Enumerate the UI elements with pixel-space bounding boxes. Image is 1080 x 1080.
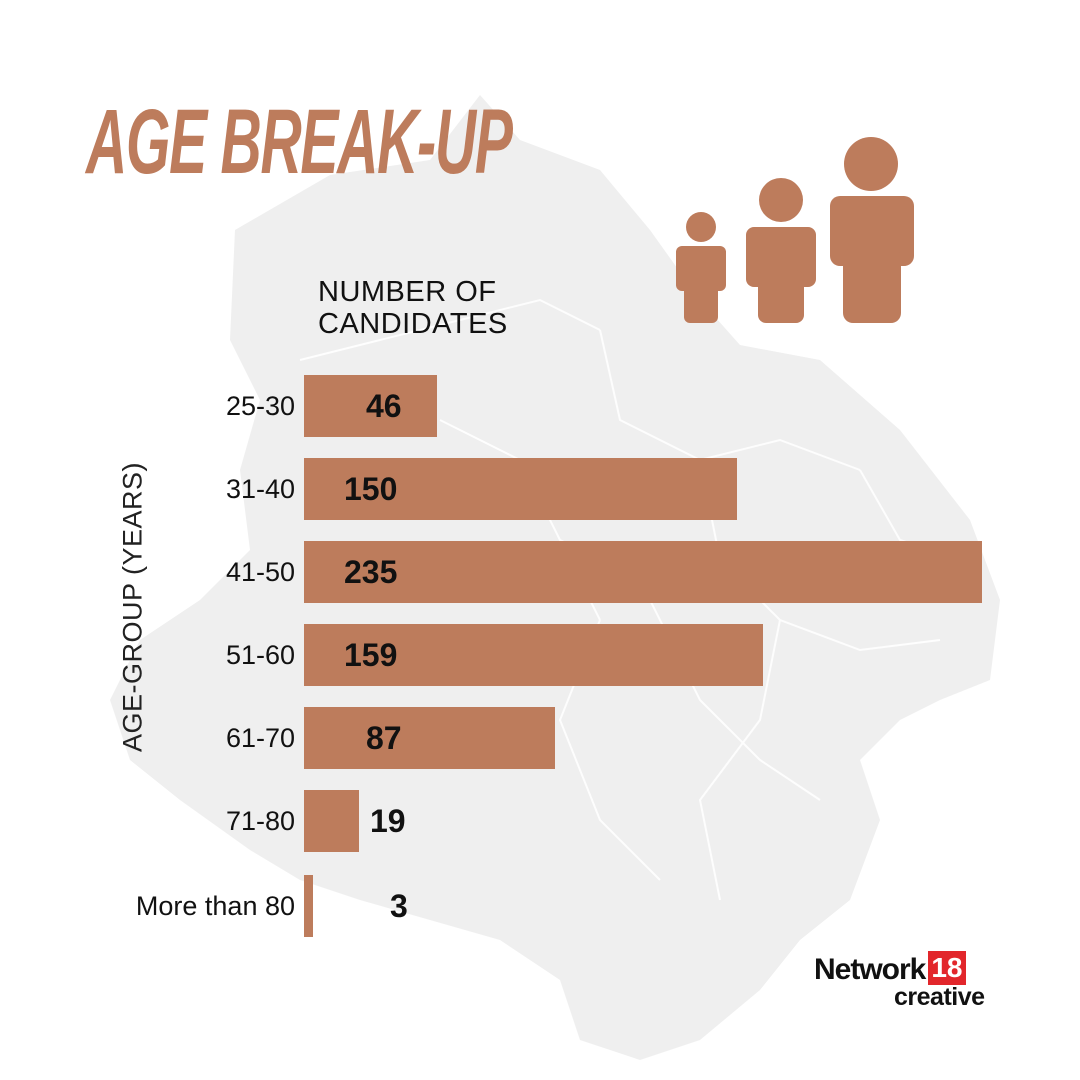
logo-brand: Network	[814, 953, 926, 986]
bar	[304, 875, 313, 937]
category-label: 41-50	[225, 557, 295, 587]
person-large-icon	[830, 137, 914, 323]
person-medium-icon	[746, 178, 816, 323]
category-label: More than 80	[135, 891, 295, 921]
people-icon-group	[676, 137, 914, 323]
bar-row: 25-30 46	[0, 375, 1080, 437]
person-small-icon	[676, 212, 726, 323]
bar-row: 31-40 150	[0, 458, 1080, 520]
bar	[304, 707, 555, 769]
value-label: 235	[344, 554, 398, 590]
bar-row: More than 80 3	[0, 875, 1080, 937]
network18-logo: Network 18 creative	[814, 951, 985, 1011]
value-label: 3	[390, 888, 408, 924]
category-label: 61-70	[225, 723, 295, 753]
category-label: 71-80	[225, 806, 295, 836]
bar-row: 51-60 159	[0, 624, 1080, 686]
value-axis-header: NUMBER OF CANDIDATES	[318, 276, 508, 340]
logo-sub: creative	[894, 983, 985, 1011]
bar	[304, 624, 763, 686]
logo-badge: 18	[928, 951, 966, 985]
bar-row: 61-70 87	[0, 707, 1080, 769]
value-label: 87	[366, 720, 402, 756]
header-line1: NUMBER OF	[318, 276, 497, 308]
category-label: 25-30	[225, 391, 295, 421]
category-label: 51-60	[225, 640, 295, 670]
bar	[304, 541, 982, 603]
category-label: 31-40	[225, 474, 295, 504]
value-label: 19	[370, 803, 406, 839]
page-title: AGE BREAK-UP	[86, 91, 513, 193]
bar-row: 41-50 235	[0, 541, 1080, 603]
value-label: 46	[366, 388, 402, 424]
value-label: 159	[344, 637, 398, 673]
header-line2: CANDIDATES	[318, 308, 508, 340]
bar	[304, 458, 737, 520]
bar	[304, 375, 437, 437]
bar	[304, 790, 359, 852]
value-label: 150	[344, 471, 398, 507]
bar-row: 71-80 19	[0, 790, 1080, 852]
